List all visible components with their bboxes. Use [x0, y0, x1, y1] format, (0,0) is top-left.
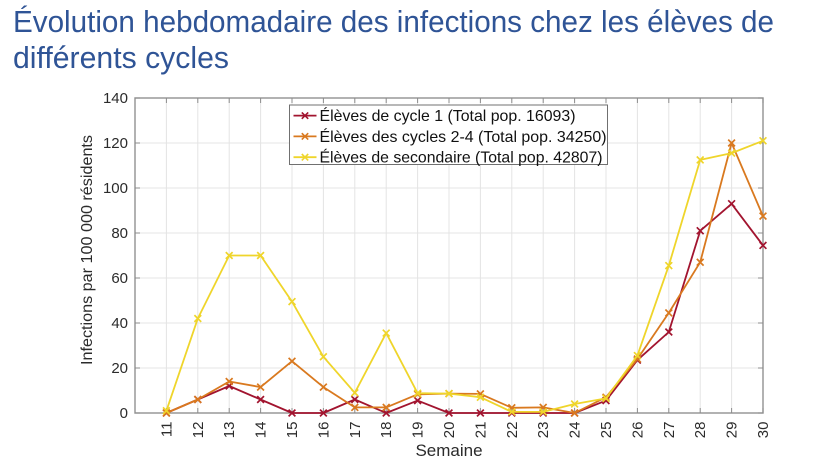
svg-text:différents cycles: différents cycles — [13, 40, 229, 75]
svg-text:Élèves des cycles 2-4 (Total p: Élèves des cycles 2-4 (Total pop. 34250) — [320, 127, 607, 146]
svg-text:24: 24 — [567, 422, 584, 439]
svg-text:13: 13 — [221, 422, 238, 439]
svg-text:14: 14 — [253, 422, 270, 439]
svg-text:30: 30 — [755, 422, 772, 439]
svg-text:20: 20 — [441, 422, 458, 439]
svg-text:0: 0 — [120, 405, 128, 422]
svg-text:140: 140 — [103, 90, 128, 107]
svg-text:Élèves de secondaire (Total po: Élèves de secondaire (Total pop. 42807) — [320, 148, 603, 167]
svg-text:40: 40 — [111, 315, 128, 332]
svg-text:120: 120 — [103, 135, 128, 152]
svg-text:26: 26 — [629, 422, 646, 439]
svg-text:27: 27 — [661, 422, 678, 439]
svg-text:21: 21 — [472, 422, 489, 439]
svg-text:Infections par 100 000 résiden: Infections par 100 000 résidents — [79, 135, 96, 365]
svg-text:100: 100 — [103, 180, 128, 197]
svg-text:22: 22 — [504, 422, 521, 439]
svg-text:12: 12 — [190, 422, 207, 439]
svg-text:17: 17 — [347, 422, 364, 439]
svg-text:29: 29 — [724, 422, 741, 439]
svg-text:25: 25 — [598, 422, 615, 439]
svg-text:20: 20 — [111, 360, 128, 377]
svg-text:Semaine: Semaine — [415, 441, 482, 460]
svg-text:28: 28 — [692, 422, 709, 439]
svg-text:15: 15 — [284, 422, 301, 439]
svg-text:23: 23 — [535, 422, 552, 439]
svg-text:80: 80 — [111, 225, 128, 242]
svg-text:60: 60 — [111, 270, 128, 287]
svg-text:19: 19 — [410, 422, 427, 439]
svg-text:11: 11 — [158, 422, 175, 438]
svg-text:Évolution hebdomadaire des inf: Évolution hebdomadaire des infections ch… — [13, 4, 774, 39]
svg-text:Élèves de cycle 1 (Total pop.: Élèves de cycle 1 (Total pop. 16093) — [320, 106, 576, 125]
svg-text:18: 18 — [378, 422, 395, 439]
svg-text:16: 16 — [315, 422, 332, 439]
